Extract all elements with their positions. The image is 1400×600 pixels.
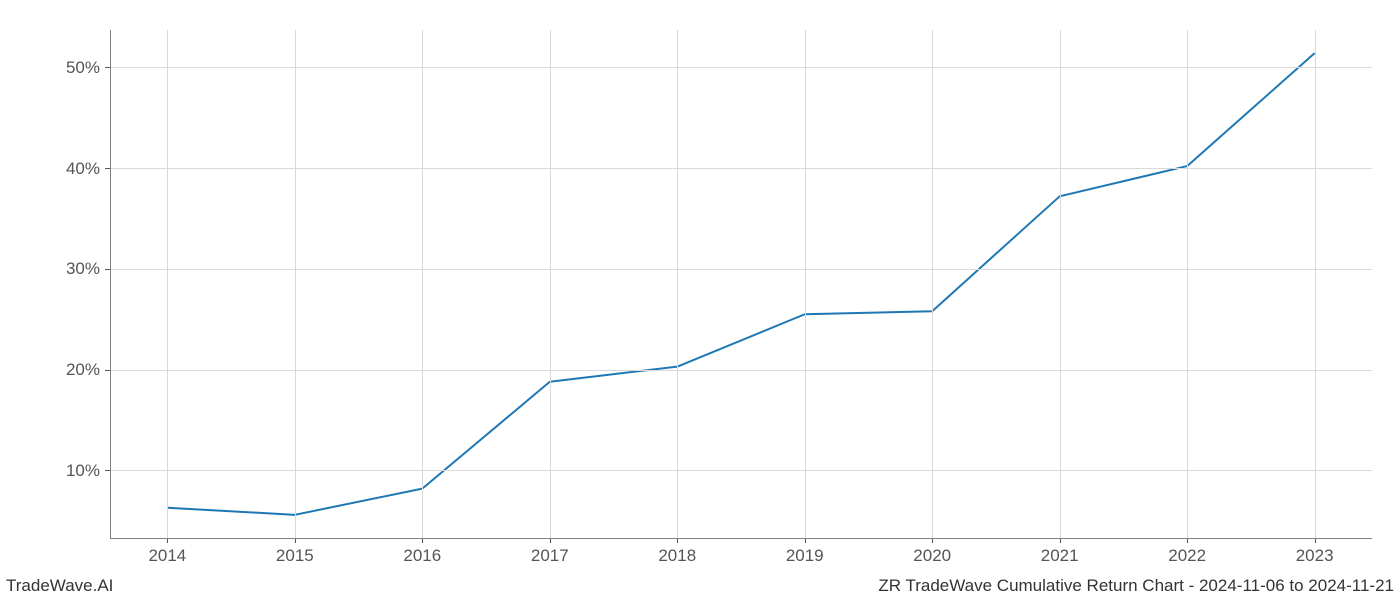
x-axis-spine — [110, 538, 1372, 539]
x-tick-label: 2022 — [1168, 546, 1206, 566]
chart-container: 10% 20% 30% 40% 50% 2014 2015 2016 2017 2018 2019 2… — [0, 0, 1400, 600]
grid-line-horizontal — [110, 470, 1372, 471]
return-line — [167, 53, 1314, 515]
y-tick-label: 40% — [55, 159, 100, 179]
grid-line-vertical — [1187, 30, 1188, 538]
x-tick-label: 2014 — [148, 546, 186, 566]
x-tick-label: 2020 — [913, 546, 951, 566]
footer-right-label: ZR TradeWave Cumulative Return Chart - 2… — [878, 576, 1394, 596]
x-tick-label: 2023 — [1296, 546, 1334, 566]
grid-line-vertical — [932, 30, 933, 538]
line-series — [0, 0, 1400, 600]
grid-line-vertical — [805, 30, 806, 538]
y-tick-label: 30% — [55, 259, 100, 279]
footer-left-label: TradeWave.AI — [6, 576, 113, 596]
x-tick-label: 2017 — [531, 546, 569, 566]
grid-line-vertical — [1060, 30, 1061, 538]
grid-line-horizontal — [110, 67, 1372, 68]
grid-line-vertical — [167, 30, 168, 538]
grid-line-vertical — [422, 30, 423, 538]
grid-line-horizontal — [110, 269, 1372, 270]
grid-line-vertical — [295, 30, 296, 538]
x-tick-label: 2019 — [786, 546, 824, 566]
x-tick-label: 2016 — [403, 546, 441, 566]
grid-line-horizontal — [110, 168, 1372, 169]
y-axis-spine — [110, 30, 111, 538]
x-tick-label: 2018 — [658, 546, 696, 566]
grid-line-vertical — [550, 30, 551, 538]
y-tick-label: 10% — [55, 461, 100, 481]
x-tick-label: 2021 — [1041, 546, 1079, 566]
x-tick-label: 2015 — [276, 546, 314, 566]
grid-line-horizontal — [110, 370, 1372, 371]
y-tick-label: 50% — [55, 58, 100, 78]
y-tick-label: 20% — [55, 360, 100, 380]
grid-line-vertical — [1315, 30, 1316, 538]
grid-line-vertical — [677, 30, 678, 538]
